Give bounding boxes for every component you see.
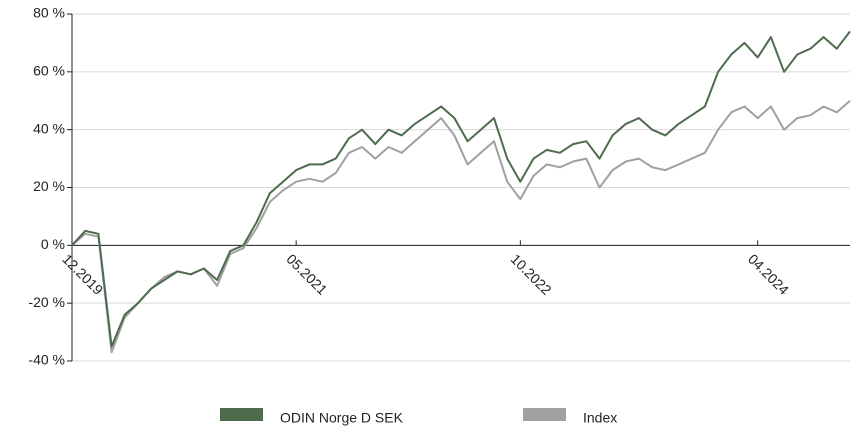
series-line [71, 100, 851, 354]
x-tick-label: 05.2021 [283, 251, 330, 298]
legend-label: ODIN Norge D SEK [280, 410, 404, 426]
y-tick-label: -40 % [28, 352, 65, 368]
legend-label: Index [583, 410, 617, 426]
legend-swatch [220, 408, 263, 421]
y-tick-label: 60 % [33, 63, 65, 79]
y-tick-label: -20 % [28, 294, 65, 310]
x-tick-label: 04.2024 [745, 251, 792, 298]
legend-swatch [523, 408, 566, 421]
y-tick-label: 40 % [33, 120, 65, 136]
x-tick-label: 12.2019 [59, 251, 106, 298]
y-tick-label: 0 % [41, 236, 65, 252]
x-tick-label: 10.2022 [508, 251, 555, 298]
y-tick-label: 80 % [33, 5, 65, 21]
series-line [71, 30, 851, 348]
y-tick-label: 20 % [33, 178, 65, 194]
